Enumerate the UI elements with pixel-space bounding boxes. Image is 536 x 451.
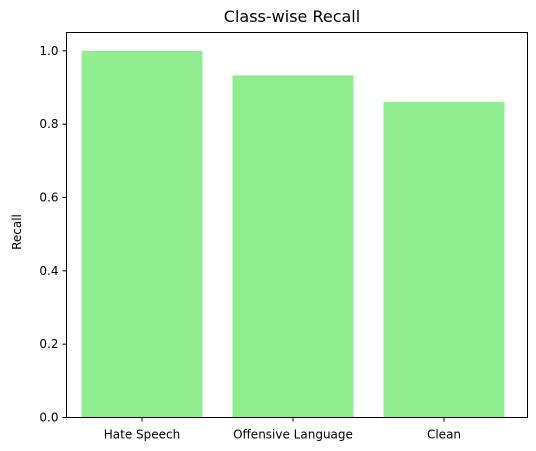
plot-frame [66, 32, 528, 418]
x-axis-ticks: Hate Speech Offensive Language Clean [104, 417, 461, 442]
y-tick-label: 0.6 [39, 191, 58, 205]
bar-clean [383, 101, 505, 418]
y-tick-label: 0.0 [39, 411, 58, 425]
x-tick-label: Hate Speech [104, 428, 180, 442]
chart-title: Class-wise Recall [224, 7, 360, 26]
y-tick-label: 1.0 [39, 44, 58, 58]
y-axis-ticks: 0.0 0.2 0.4 0.6 0.8 1.0 [39, 44, 67, 425]
y-tick-label: 0.8 [39, 117, 58, 131]
y-tick-label: 0.2 [39, 337, 58, 351]
bars-group [81, 50, 505, 418]
y-axis-label: Recall [10, 214, 24, 250]
x-tick-label: Offensive Language [233, 428, 353, 442]
bar-offensive-language [232, 75, 354, 418]
y-tick-label: 0.4 [39, 264, 58, 278]
x-tick-label: Clean [427, 428, 461, 442]
bar-hate-speech [81, 50, 203, 418]
